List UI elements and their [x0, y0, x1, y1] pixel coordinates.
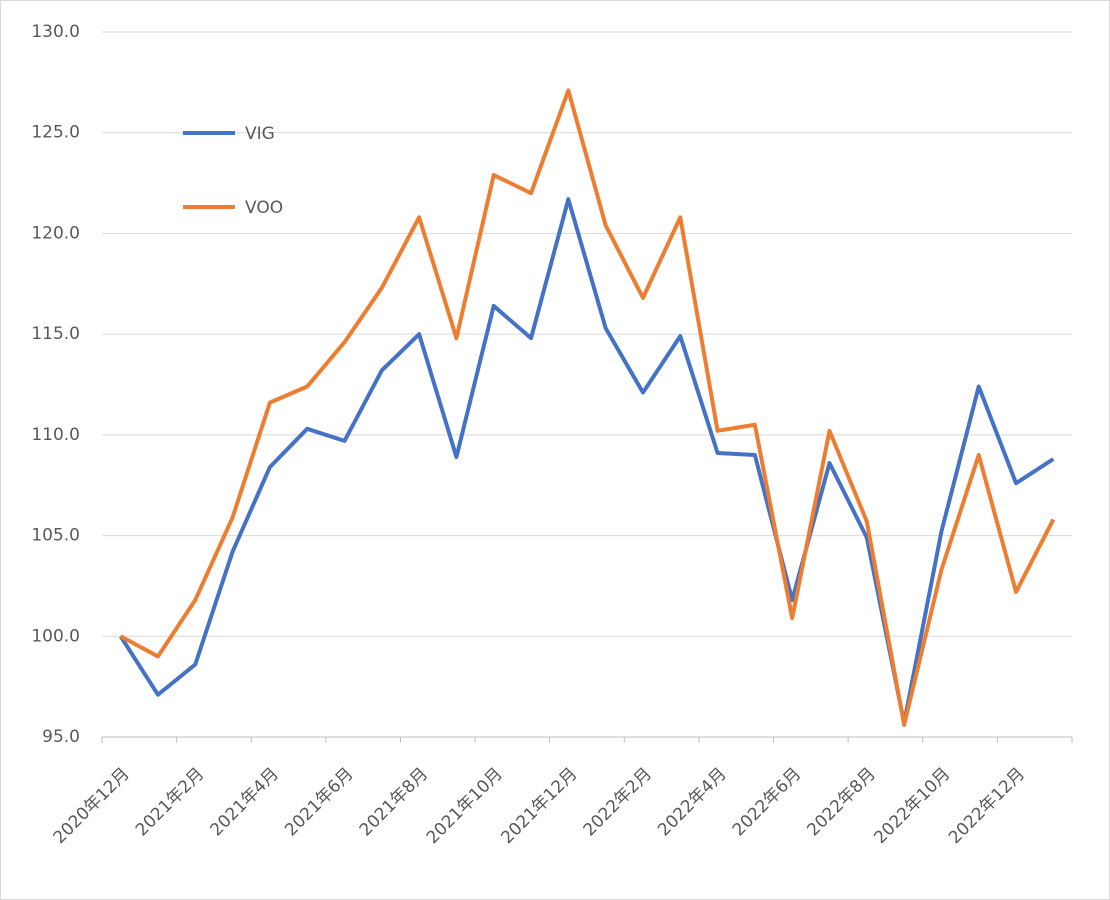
y-tick-label: 125.0 [31, 123, 80, 143]
legend-label: VIG [245, 124, 275, 144]
legend-label: VOO [245, 198, 283, 218]
y-tick-label: 100.0 [31, 626, 80, 646]
series-line [119, 88, 1056, 727]
y-tick-label: 130.0 [31, 22, 80, 42]
y-tick-label: 120.0 [31, 223, 80, 243]
y-tick-label: 110.0 [31, 425, 80, 445]
y-tick-label: 115.0 [31, 324, 80, 344]
y-tick-label: 95.0 [42, 727, 80, 747]
y-tick-label: 105.0 [31, 526, 80, 546]
